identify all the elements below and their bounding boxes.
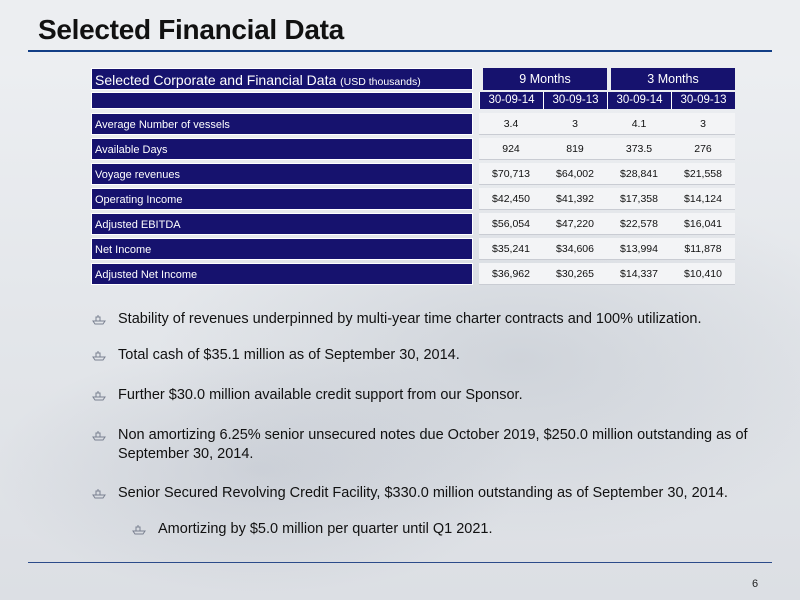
table-cell: $13,994 [607,238,671,260]
table-cell: $42,450 [479,188,543,210]
table-cell: 373.5 [607,138,671,160]
date-header: 30-09-13 [543,92,607,109]
table-row-label: Adjusted EBITDA [91,213,473,235]
bullet-text: Total cash of $35.1 million as of Septem… [118,347,460,363]
table-cell: 819 [543,138,607,160]
bullet-text: Amortizing by $5.0 million per quarter u… [158,521,493,537]
table-cell: $22,578 [607,213,671,235]
table-cell: 276 [671,138,735,160]
bottom-rule [28,562,772,563]
table-cell: 3.4 [479,113,543,135]
table-cell: 924 [479,138,543,160]
page-number: 6 [752,578,759,590]
table-row-label: Average Number of vessels [91,113,473,135]
table-cell: $30,265 [543,263,607,285]
table-cell: $41,392 [543,188,607,210]
date-header: 30-09-14 [479,92,543,109]
table-cell: $36,962 [479,263,543,285]
table-cell: $17,358 [607,188,671,210]
date-header-blank [91,92,473,109]
ship-icon [92,389,106,401]
table-cell: $34,606 [543,238,607,260]
table-cell: $70,713 [479,163,543,185]
table-cell: 4.1 [607,113,671,135]
table-cell: $10,410 [671,263,735,285]
ship-icon [92,349,106,361]
table-cell: $47,220 [543,213,607,235]
bullet-text: Senior Secured Revolving Credit Facility… [118,485,728,501]
table-heading-label: Selected Corporate and Financial Data [95,72,337,88]
ship-icon [92,429,106,441]
table-cell: $64,002 [543,163,607,185]
table-cell: $14,124 [671,188,735,210]
period-header-9-months: 9 Months [483,68,607,90]
ship-icon [92,487,106,499]
date-header: 30-09-14 [607,92,671,109]
table-cell: $16,041 [671,213,735,235]
table-heading: Selected Corporate and Financial Data (U… [91,68,473,90]
period-header-3-months: 3 Months [611,68,735,90]
table-row-label: Voyage revenues [91,163,473,185]
ship-icon [132,523,146,535]
table-row-label: Available Days [91,138,473,160]
table-heading-unit: (USD thousands) [340,76,421,88]
table-cell: $14,337 [607,263,671,285]
bullet-text: Stability of revenues underpinned by mul… [118,311,702,327]
table-cell: $35,241 [479,238,543,260]
table-row-label: Adjusted Net Income [91,263,473,285]
page-title: Selected Financial Data [38,14,344,45]
bullet-text: Further $30.0 million available credit s… [118,387,523,403]
bullet-text: Non amortizing 6.25% senior unsecured no… [118,427,748,462]
table-cell: 3 [671,113,735,135]
table-cell: $11,878 [671,238,735,260]
table-row-label: Net Income [91,238,473,260]
date-header: 30-09-13 [671,92,735,109]
header-band [0,0,800,56]
table-row-label: Operating Income [91,188,473,210]
table-cell: 3 [543,113,607,135]
ship-icon [92,313,106,325]
table-cell: $56,054 [479,213,543,235]
top-rule [28,50,772,52]
table-cell: $21,558 [671,163,735,185]
table-cell: $28,841 [607,163,671,185]
